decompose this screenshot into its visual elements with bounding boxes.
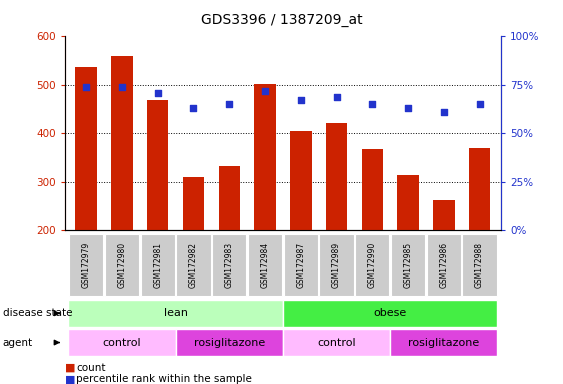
Bar bbox=[397, 175, 419, 230]
Point bbox=[82, 84, 91, 90]
Point bbox=[225, 101, 234, 108]
Text: ■: ■ bbox=[65, 363, 75, 373]
Bar bbox=[218, 166, 240, 230]
Point bbox=[475, 101, 484, 108]
Text: GSM172989: GSM172989 bbox=[332, 242, 341, 288]
Text: control: control bbox=[102, 338, 141, 348]
Bar bbox=[147, 99, 168, 230]
Text: lean: lean bbox=[164, 308, 187, 318]
Point bbox=[296, 98, 305, 104]
Point bbox=[261, 88, 270, 94]
FancyBboxPatch shape bbox=[69, 233, 104, 296]
Text: count: count bbox=[76, 363, 105, 373]
Text: rosiglitazone: rosiglitazone bbox=[408, 338, 480, 348]
FancyBboxPatch shape bbox=[390, 329, 498, 356]
FancyBboxPatch shape bbox=[176, 329, 283, 356]
Text: GDS3396 / 1387209_at: GDS3396 / 1387209_at bbox=[200, 13, 363, 27]
Bar bbox=[254, 83, 276, 230]
FancyBboxPatch shape bbox=[248, 233, 282, 296]
Bar bbox=[361, 149, 383, 230]
Text: GSM172986: GSM172986 bbox=[439, 242, 448, 288]
Text: GSM172987: GSM172987 bbox=[296, 242, 305, 288]
FancyBboxPatch shape bbox=[284, 233, 318, 296]
Text: GSM172979: GSM172979 bbox=[82, 242, 91, 288]
Point bbox=[404, 105, 413, 111]
Point bbox=[332, 94, 341, 100]
Text: disease state: disease state bbox=[3, 308, 72, 318]
Bar bbox=[183, 177, 204, 230]
FancyBboxPatch shape bbox=[212, 233, 247, 296]
Bar bbox=[469, 148, 490, 230]
FancyBboxPatch shape bbox=[391, 233, 425, 296]
Text: GSM172988: GSM172988 bbox=[475, 242, 484, 288]
Text: GSM172983: GSM172983 bbox=[225, 242, 234, 288]
Bar bbox=[75, 67, 97, 230]
Text: GSM172981: GSM172981 bbox=[153, 242, 162, 288]
FancyBboxPatch shape bbox=[283, 329, 390, 356]
Text: GSM172980: GSM172980 bbox=[118, 242, 127, 288]
FancyBboxPatch shape bbox=[68, 300, 283, 327]
FancyBboxPatch shape bbox=[283, 300, 498, 327]
Bar bbox=[290, 131, 311, 230]
Point bbox=[153, 89, 162, 96]
Text: ■: ■ bbox=[65, 374, 75, 384]
Point bbox=[118, 84, 127, 90]
FancyBboxPatch shape bbox=[319, 233, 354, 296]
Bar bbox=[111, 56, 133, 230]
Bar bbox=[433, 200, 454, 230]
Point bbox=[189, 105, 198, 111]
Text: GSM172985: GSM172985 bbox=[404, 242, 413, 288]
Text: agent: agent bbox=[3, 338, 33, 348]
FancyBboxPatch shape bbox=[68, 329, 176, 356]
Text: obese: obese bbox=[374, 308, 407, 318]
Text: percentile rank within the sample: percentile rank within the sample bbox=[76, 374, 252, 384]
Text: GSM172982: GSM172982 bbox=[189, 242, 198, 288]
FancyBboxPatch shape bbox=[427, 233, 461, 296]
FancyBboxPatch shape bbox=[141, 233, 175, 296]
Text: control: control bbox=[317, 338, 356, 348]
Text: rosiglitazone: rosiglitazone bbox=[194, 338, 265, 348]
FancyBboxPatch shape bbox=[176, 233, 211, 296]
Point bbox=[368, 101, 377, 108]
FancyBboxPatch shape bbox=[462, 233, 497, 296]
Text: GSM172984: GSM172984 bbox=[261, 242, 270, 288]
Bar bbox=[326, 123, 347, 230]
Point bbox=[439, 109, 448, 115]
FancyBboxPatch shape bbox=[105, 233, 139, 296]
FancyBboxPatch shape bbox=[355, 233, 390, 296]
Text: GSM172990: GSM172990 bbox=[368, 242, 377, 288]
